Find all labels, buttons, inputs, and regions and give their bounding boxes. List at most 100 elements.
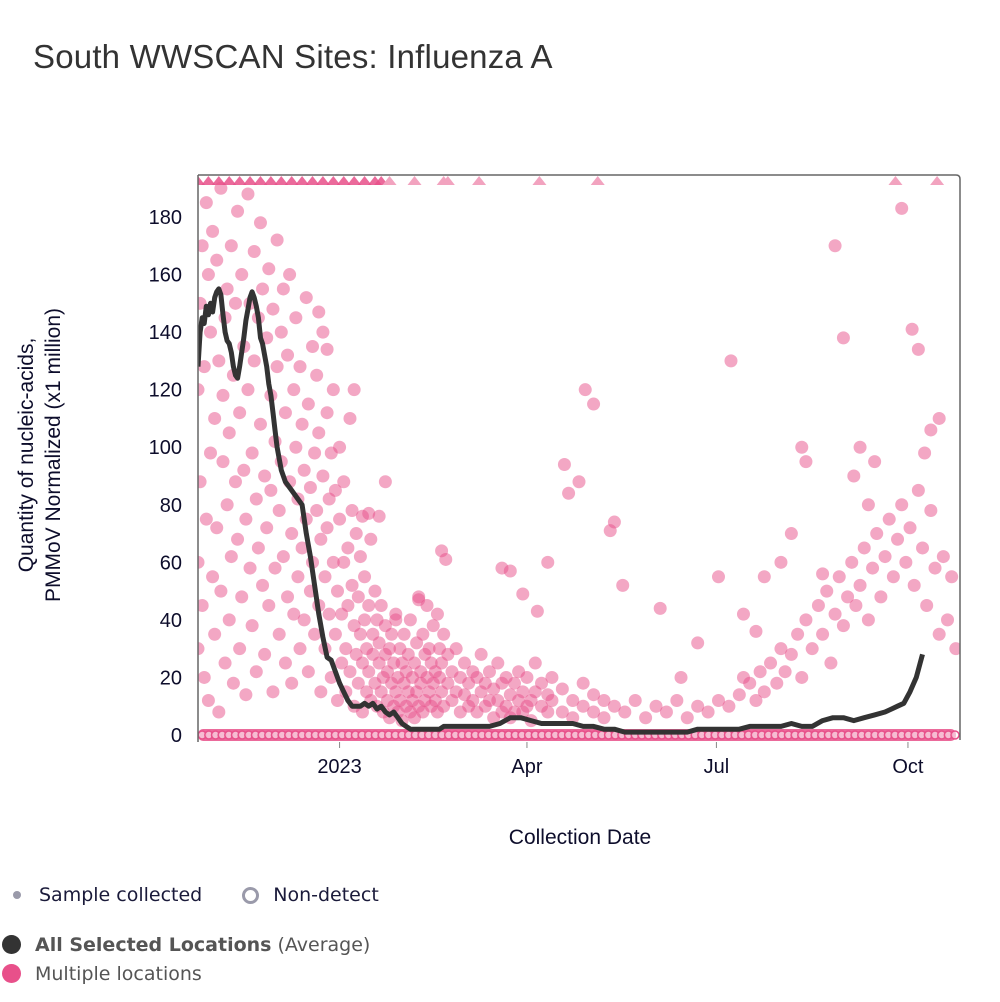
- data-point: [849, 599, 863, 612]
- data-point: [941, 613, 955, 627]
- data-point: [316, 325, 330, 339]
- data-point: [276, 282, 290, 296]
- data-point: [210, 253, 224, 267]
- data-point: [201, 268, 215, 282]
- data-point: [253, 216, 267, 230]
- data-point: [281, 590, 295, 604]
- data-point: [412, 593, 426, 607]
- data-point: [320, 406, 334, 420]
- data-point: [198, 475, 207, 489]
- data-point: [439, 552, 453, 566]
- data-point: [868, 455, 882, 469]
- data-point: [870, 527, 884, 541]
- data-point: [281, 348, 295, 362]
- data-point: [874, 590, 888, 604]
- x-tick-label: 2023: [317, 756, 362, 778]
- data-point: [343, 665, 357, 679]
- data-point: [882, 512, 896, 526]
- data-point: [430, 607, 444, 621]
- data-point: [555, 705, 569, 719]
- legend-item-multiple-locations[interactable]: Multiple locations: [0, 959, 370, 988]
- data-point: [557, 457, 571, 471]
- data-point: [820, 584, 834, 598]
- data-point: [936, 550, 950, 564]
- data-point: [368, 584, 382, 598]
- data-point: [816, 627, 830, 641]
- data-point: [924, 423, 938, 437]
- data-point: [753, 665, 767, 679]
- x-axis-ticks: 2023 Apr Jul Oct: [317, 742, 924, 778]
- above-range-marker: [382, 176, 397, 185]
- data-point: [784, 647, 798, 661]
- data-point: [736, 607, 750, 621]
- data-point: [266, 685, 280, 699]
- data-point: [198, 239, 209, 253]
- data-point: [301, 665, 315, 679]
- average-line: [198, 286, 925, 735]
- data-point: [743, 676, 757, 690]
- data-point: [241, 187, 255, 201]
- data-point: [891, 532, 905, 546]
- data-point: [272, 504, 286, 518]
- x-tick-label: Apr: [511, 756, 542, 778]
- above-range-marker: [263, 176, 278, 185]
- data-point: [403, 613, 417, 627]
- data-point: [845, 555, 859, 569]
- data-point: [836, 619, 850, 633]
- data-point: [853, 578, 867, 592]
- data-point: [337, 555, 351, 569]
- data-point: [949, 642, 960, 656]
- data-point: [422, 642, 436, 656]
- data-point: [928, 561, 942, 575]
- data-point: [333, 512, 347, 526]
- legend-label: Sample collected: [39, 884, 203, 906]
- data-point: [828, 607, 842, 621]
- data-point: [385, 627, 399, 641]
- data-point: [916, 541, 930, 555]
- data-point: [203, 446, 217, 460]
- data-point: [278, 406, 292, 420]
- data-point: [312, 305, 326, 319]
- scatter-layer: [198, 181, 960, 728]
- x-axis-title: Collection Date: [509, 826, 651, 849]
- data-point: [774, 642, 788, 656]
- above-range-marker: [305, 176, 320, 185]
- data-point: [895, 201, 909, 215]
- data-point: [597, 693, 611, 707]
- data-point: [362, 599, 376, 612]
- data-point: [674, 670, 688, 684]
- data-point: [233, 642, 247, 656]
- data-point: [235, 268, 249, 282]
- data-point: [587, 397, 601, 411]
- data-point: [228, 475, 242, 489]
- data-point: [805, 642, 819, 656]
- data-point: [222, 613, 236, 627]
- data-point: [198, 383, 205, 397]
- data-point: [358, 613, 372, 627]
- data-point: [316, 469, 330, 483]
- data-point: [895, 498, 909, 512]
- data-point: [507, 676, 521, 690]
- data-point: [328, 627, 342, 641]
- data-point: [911, 342, 925, 356]
- data-point: [416, 627, 430, 641]
- data-point: [924, 504, 938, 518]
- data-point: [287, 383, 301, 397]
- data-point: [330, 693, 344, 707]
- data-point: [541, 705, 555, 719]
- marker-legend: Sample collected Non-detect: [0, 884, 419, 906]
- data-point: [639, 711, 653, 725]
- legend-item-non-detect[interactable]: Non-detect: [242, 884, 379, 906]
- data-point: [251, 541, 265, 555]
- legend-item-sample-collected[interactable]: Sample collected: [0, 884, 202, 906]
- data-point: [314, 685, 328, 699]
- legend-item-average[interactable]: All Selected Locations (Average): [0, 930, 370, 959]
- data-point: [576, 699, 590, 713]
- data-point: [199, 512, 213, 526]
- data-point: [847, 469, 861, 483]
- data-point: [911, 483, 925, 497]
- data-point: [266, 302, 280, 316]
- data-point: [312, 426, 326, 440]
- data-point: [351, 590, 365, 604]
- above-range-marker: [440, 176, 455, 185]
